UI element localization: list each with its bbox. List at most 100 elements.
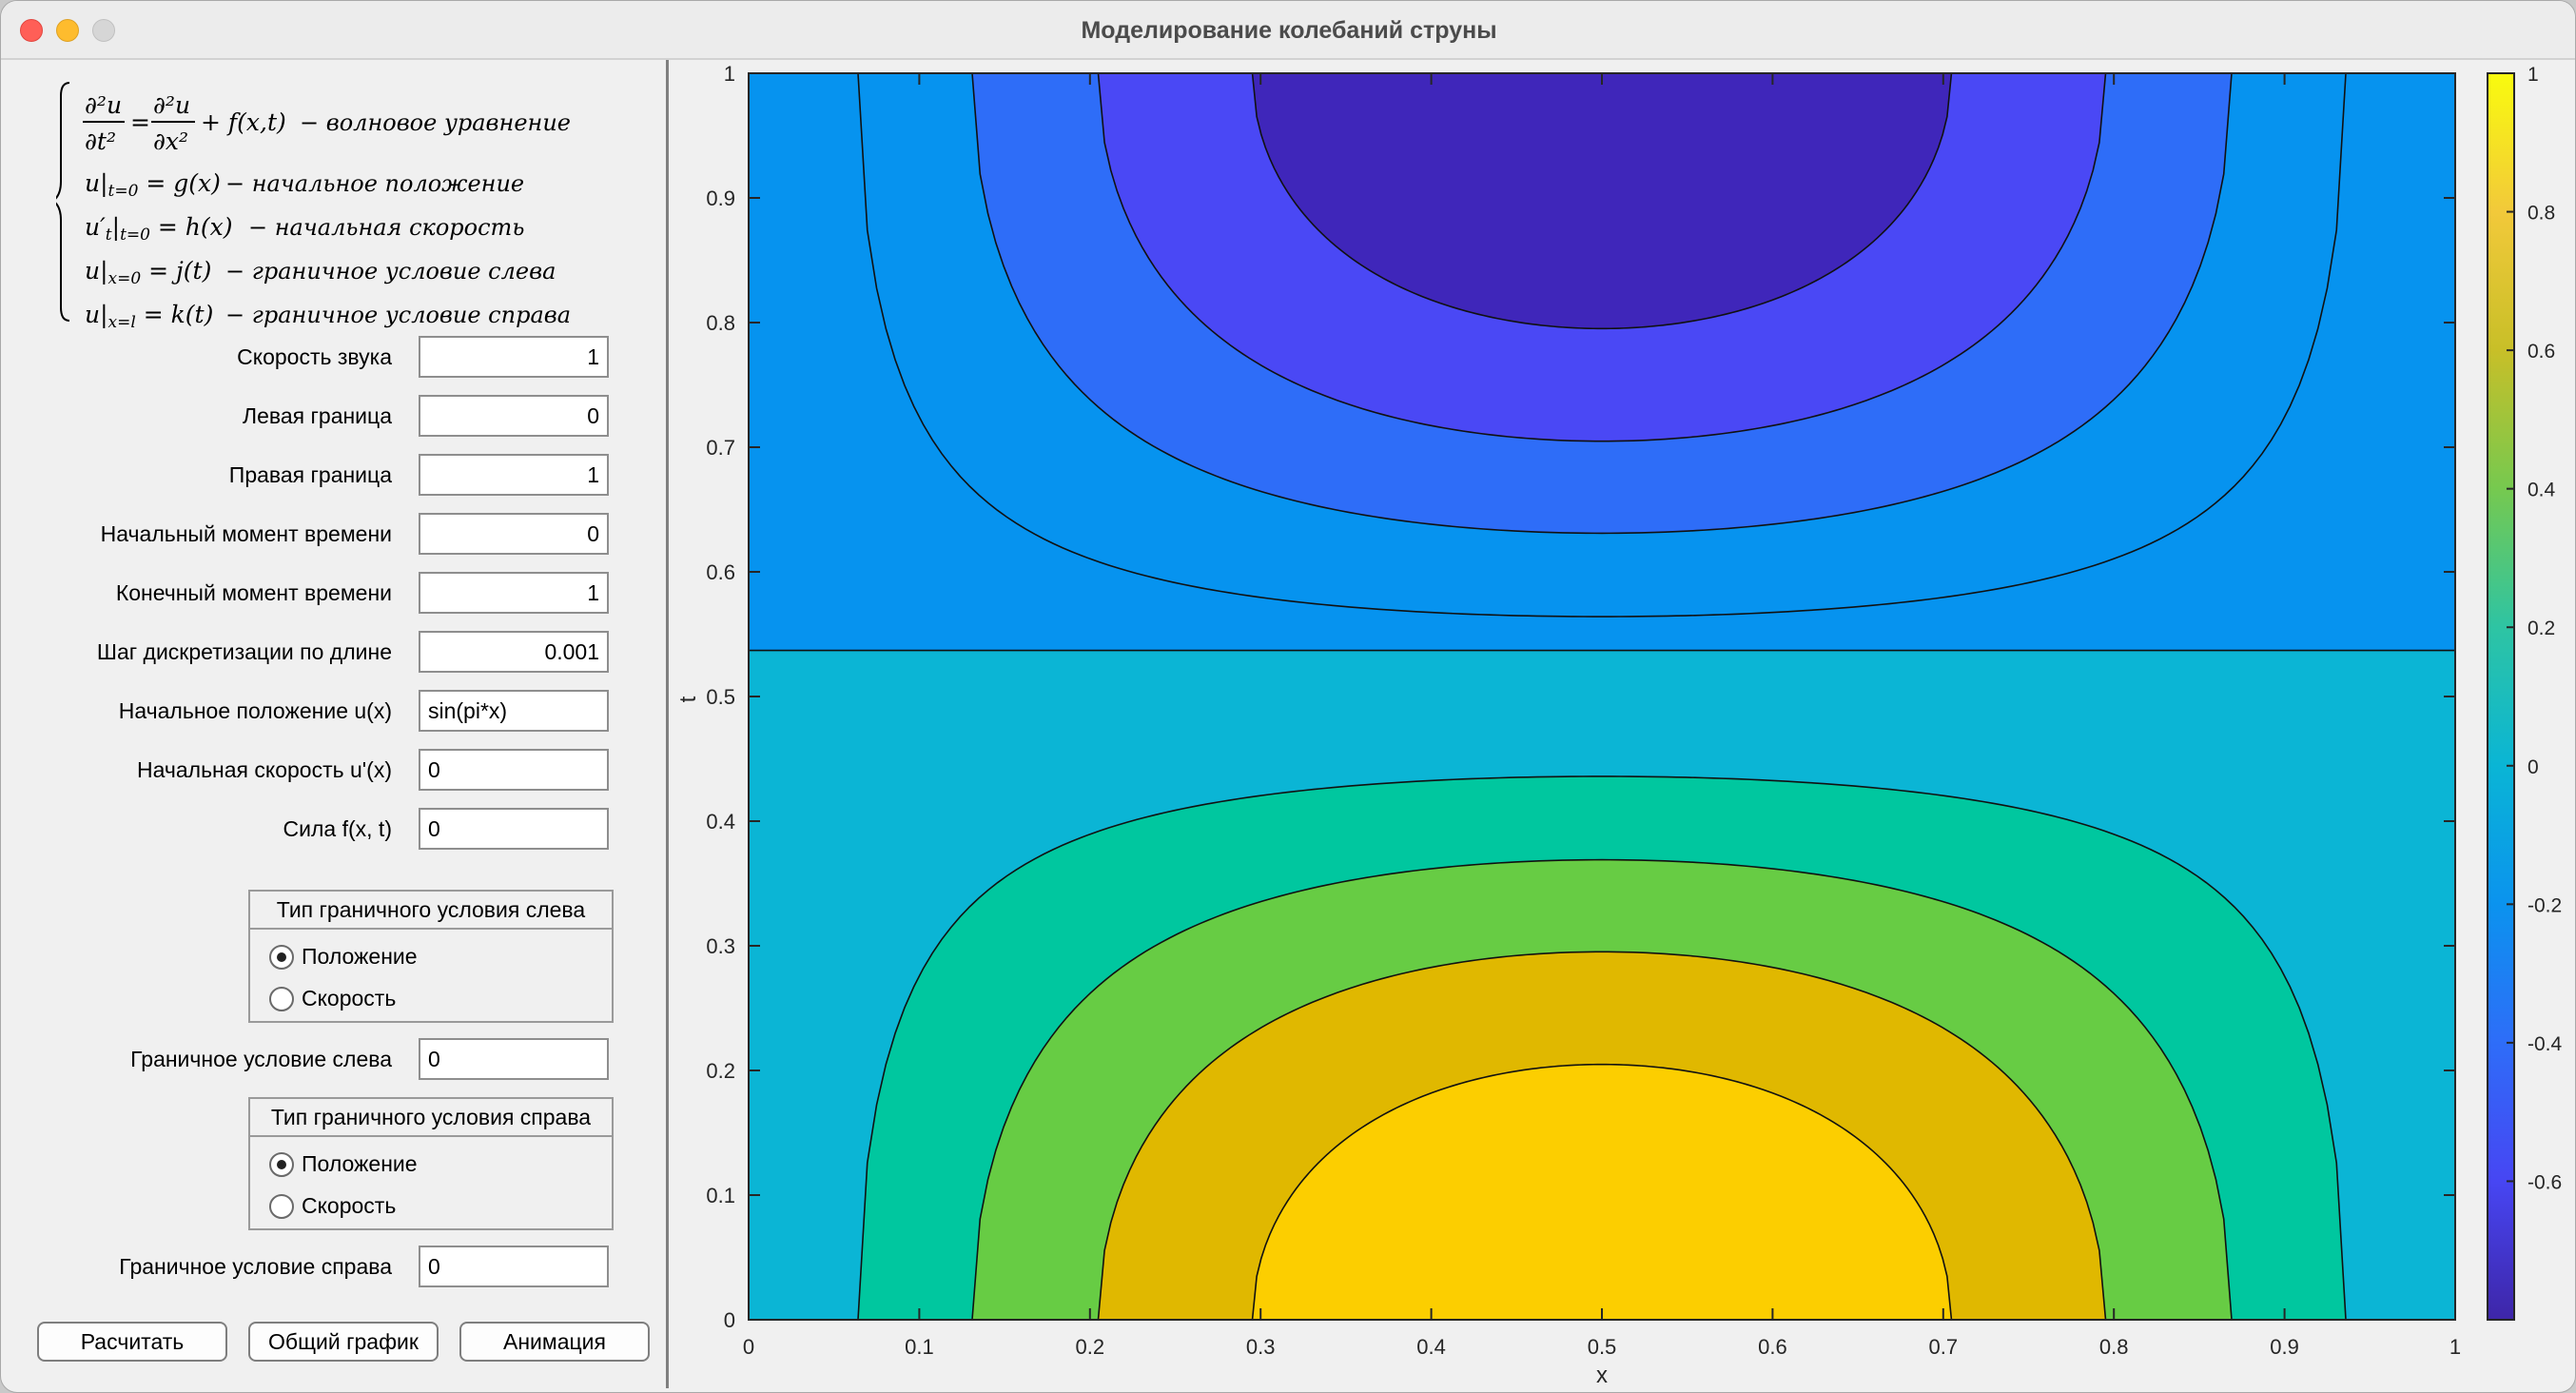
eq1-formula: ∂²u bbox=[85, 91, 122, 119]
colorbar: 1 0.8 0.6 0.4 0.2 0 -0.2 -0.4 -0.6 bbox=[2487, 64, 2563, 1321]
colorbar-tick-label: 0.6 bbox=[2527, 341, 2555, 363]
x-tick-label: 0.3 bbox=[1246, 1335, 1276, 1359]
colorbar-tick-label: -0.6 bbox=[2527, 1171, 2562, 1193]
eq3-desc: − начальная скорость bbox=[248, 214, 524, 241]
label-sound-speed: Скорость звука bbox=[237, 344, 392, 369]
y-tick-label: 0.6 bbox=[706, 560, 735, 584]
label-start-time: Начальный момент времени bbox=[100, 521, 392, 546]
right-bound-input[interactable]: 1 bbox=[419, 454, 609, 496]
colorbar-tick-label: -0.4 bbox=[2527, 1033, 2563, 1055]
y-tick-label: 0.9 bbox=[706, 186, 735, 210]
parameters-panel: ∂²u ∂t² = ∂²u ∂x² + f(x,t) − волновое ур… bbox=[7, 60, 669, 1388]
right-bc-position-radio[interactable]: Положение bbox=[269, 1145, 418, 1183]
eq1-desc: − волновое уравнение bbox=[300, 109, 571, 136]
x-tick-label: 0.2 bbox=[1076, 1335, 1105, 1359]
plot-area bbox=[749, 72, 2455, 1321]
y-tick-label: 0.3 bbox=[706, 934, 735, 958]
radio-empty-icon bbox=[269, 1194, 294, 1219]
y-tick-label: 0 bbox=[724, 1308, 735, 1332]
initial-position-input[interactable]: sin(pi*x) bbox=[419, 690, 609, 732]
contour-band-0.8 bbox=[1251, 1063, 1953, 1321]
colorbar-tick-label: 0.8 bbox=[2527, 203, 2555, 225]
right-bc-group-title: Тип граничного условия справа bbox=[250, 1099, 612, 1137]
x-tick-label: 0.7 bbox=[1929, 1335, 1959, 1359]
colorbar-tick-label: 0.2 bbox=[2527, 618, 2555, 639]
left-bc-type-group: Тип граничного условия слева Положение С… bbox=[248, 890, 614, 1023]
svg-text:=: = bbox=[130, 108, 150, 136]
colorbar-tick-label: -0.2 bbox=[2527, 894, 2562, 916]
initial-velocity-input[interactable]: 0 bbox=[419, 749, 609, 791]
animation-button[interactable]: Анимация bbox=[459, 1322, 650, 1362]
eq2-desc: − начальное положение bbox=[225, 170, 524, 197]
plot-panel: 0 0.1 0.2 0.3 0.4 0.5 0.6 0.7 0.8 0.9 1 0 0.1 0.2 0.3… bbox=[673, 60, 2571, 1388]
left-bc-value-input[interactable]: 0 bbox=[419, 1038, 609, 1080]
left-bc-velocity-label: Скорость bbox=[302, 986, 397, 1010]
title-bar: Моделирование колебаний струны bbox=[1, 1, 2575, 60]
calculate-button[interactable]: Расчитать bbox=[37, 1322, 227, 1362]
eq4-desc: − граничное условие слева bbox=[225, 258, 556, 284]
left-bound-input[interactable]: 0 bbox=[419, 395, 609, 437]
label-left-bound: Левая граница bbox=[243, 403, 392, 428]
x-tick-label: 0.1 bbox=[905, 1335, 934, 1359]
overall-plot-button[interactable]: Общий график bbox=[248, 1322, 439, 1362]
label-right-bc-value: Граничное условие справа bbox=[119, 1254, 392, 1279]
x-axis-label: x bbox=[1596, 1363, 1608, 1388]
y-tick-label: 0.4 bbox=[706, 810, 735, 834]
contour-band--0.8 bbox=[1251, 72, 1953, 330]
radio-selected-icon bbox=[269, 945, 294, 970]
left-bc-position-radio[interactable]: Положение bbox=[269, 937, 418, 975]
eq3-formula: u′t|t=0 = h(x) bbox=[85, 213, 233, 245]
sound-speed-input[interactable]: 1 bbox=[419, 336, 609, 378]
y-tick-label: 1 bbox=[724, 62, 735, 86]
x-tick-label: 0.6 bbox=[1758, 1335, 1787, 1359]
left-bc-position-label: Положение bbox=[302, 944, 418, 969]
y-tick-label: 0.7 bbox=[706, 436, 735, 460]
y-tick-label: 0.1 bbox=[706, 1184, 735, 1207]
label-initial-velocity: Начальная скорость u'(x) bbox=[136, 757, 392, 782]
svg-text:∂²u: ∂²u bbox=[153, 91, 190, 119]
eq5-desc: − граничное условие справа bbox=[225, 302, 571, 328]
svg-text:∂x²: ∂x² bbox=[153, 128, 188, 155]
window-title: Моделирование колебаний струны bbox=[1081, 17, 1497, 44]
left-bc-velocity-radio[interactable]: Скорость bbox=[269, 979, 396, 1017]
label-left-bc-value: Граничное условие слева bbox=[130, 1047, 392, 1071]
svg-text:∂t²: ∂t² bbox=[85, 128, 116, 155]
equation-system: ∂²u ∂t² = ∂²u ∂x² + f(x,t) − волновое ур… bbox=[56, 82, 571, 332]
start-time-input[interactable]: 0 bbox=[419, 513, 609, 555]
right-bc-velocity-label: Скорость bbox=[302, 1193, 397, 1218]
label-right-bound: Правая граница bbox=[228, 462, 392, 487]
label-length-step: Шаг дискретизации по длине bbox=[96, 639, 392, 664]
eq2-formula: u|t=0 = g(x) bbox=[85, 169, 221, 201]
right-bc-position-label: Положение bbox=[302, 1151, 418, 1176]
eq4-formula: u|x=0 = j(t) bbox=[85, 257, 211, 288]
colorbar-tick-label: 0 bbox=[2527, 756, 2539, 778]
left-bc-group-title: Тип граничного условия слева bbox=[250, 892, 612, 930]
right-bc-value-input[interactable]: 0 bbox=[419, 1246, 609, 1287]
length-step-input[interactable]: 0.001 bbox=[419, 631, 609, 673]
right-bc-velocity-radio[interactable]: Скорость bbox=[269, 1187, 396, 1225]
close-window-button[interactable] bbox=[20, 19, 43, 42]
label-force: Сила f(x, t) bbox=[283, 816, 392, 841]
x-axis: 0 0.1 0.2 0.3 0.4 0.5 0.6 0.7 0.8 0.9 1 bbox=[743, 73, 2461, 1359]
x-tick-label: 1 bbox=[2449, 1335, 2461, 1359]
end-time-input[interactable]: 1 bbox=[419, 572, 609, 614]
y-axis: 0 0.1 0.2 0.3 0.4 0.5 0.6 0.7 0.8 0.9 1 bbox=[706, 62, 2455, 1332]
y-tick-label: 0.5 bbox=[706, 685, 735, 709]
maximize-window-button[interactable] bbox=[92, 19, 115, 42]
x-tick-label: 0 bbox=[743, 1335, 754, 1359]
svg-text:+ f(x,t): + f(x,t) bbox=[201, 108, 286, 136]
x-tick-label: 0.5 bbox=[1588, 1335, 1617, 1359]
system-brace bbox=[56, 82, 70, 322]
label-initial-position: Начальное положение u(x) bbox=[118, 698, 392, 723]
x-tick-label: 0.4 bbox=[1416, 1335, 1446, 1359]
eq5-formula: u|x=l = k(t) bbox=[85, 301, 213, 332]
force-input[interactable]: 0 bbox=[419, 808, 609, 850]
colorbar-gradient bbox=[2487, 72, 2515, 1321]
y-axis-label: t bbox=[675, 696, 701, 702]
y-tick-label: 0.2 bbox=[706, 1059, 735, 1083]
radio-empty-icon bbox=[269, 987, 294, 1011]
minimize-window-button[interactable] bbox=[56, 19, 79, 42]
x-tick-label: 0.8 bbox=[2099, 1335, 2129, 1359]
contour-chart: 0 0.1 0.2 0.3 0.4 0.5 0.6 0.7 0.8 0.9 1 0 0.1 0.2 0.3… bbox=[675, 62, 2563, 1388]
